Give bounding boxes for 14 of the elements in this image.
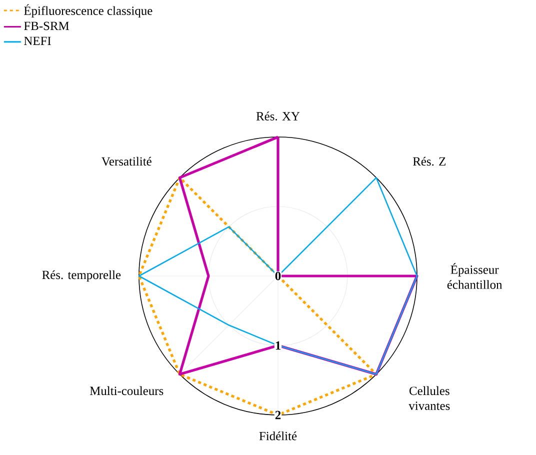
legend-label: FB-SRM: [24, 22, 69, 30]
spoke-label: Épaisseur échantillon: [447, 263, 502, 289]
spoke-label: Rés. XY: [256, 112, 300, 121]
spoke-label: Versatilité: [101, 156, 152, 166]
spoke-label: Multi-couleurs: [90, 386, 164, 396]
y-tick-label: 1: [276, 341, 280, 350]
spoke-label: Cellules vivantes: [408, 386, 450, 410]
y-tick-label: 0: [275, 272, 281, 280]
y-tick-label: 2: [275, 410, 281, 420]
legend-label: Épifluorescence classique: [24, 4, 152, 18]
spoke-label: Fidélité: [259, 431, 297, 440]
legend-label: NEFI: [24, 36, 51, 45]
spoke-label: Rés. temporelle: [42, 270, 121, 282]
spoke-label: Rés. Z: [412, 156, 446, 166]
